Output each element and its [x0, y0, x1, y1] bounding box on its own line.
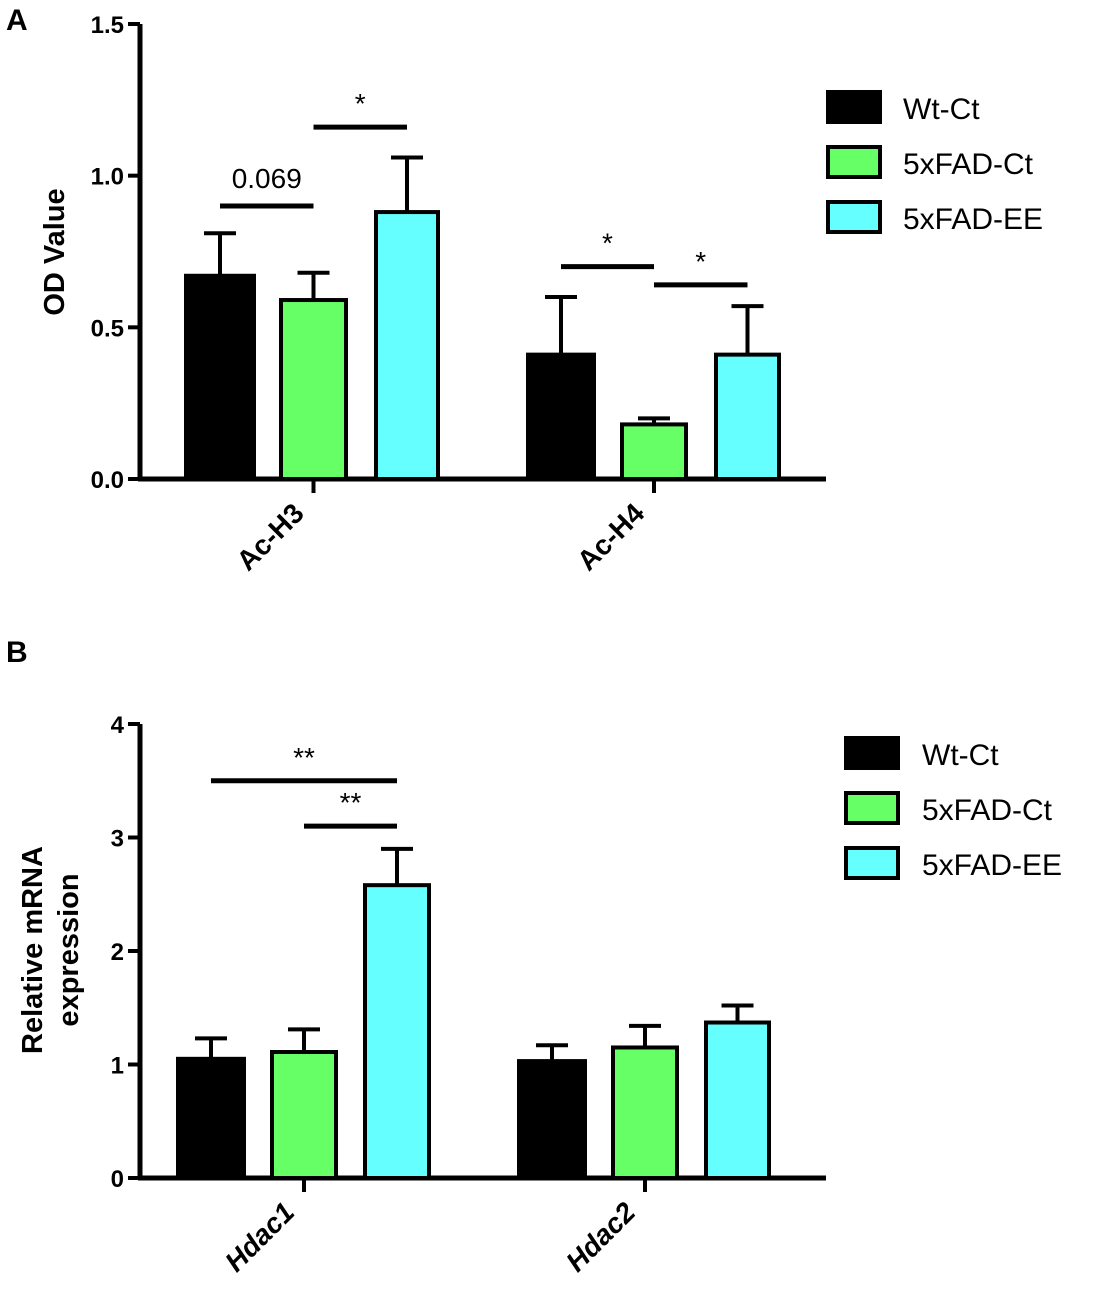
x-category-label: Ac-H4 [571, 497, 650, 576]
legend: Wt-Ct 5xFAD-Ct 5xFAD-EE [826, 90, 1043, 236]
significance-label: ** [293, 742, 315, 773]
legend-label: 5xFAD-EE [903, 203, 1043, 236]
bar-wt-ct-ac-h3 [184, 273, 256, 481]
bar-5xfad-ct-hdac1 [270, 1050, 338, 1181]
significance-label: 0.069 [232, 163, 302, 194]
legend-swatch-5xfad-ee [844, 846, 900, 880]
bar-5xfad-ee-hdac1 [363, 883, 431, 1180]
panel-a: A OD Value 0.0 0.5 1.0 1.5 Ac-H3 Ac-H4 0.069 * * * W… [6, 4, 1043, 576]
legend-label: Wt-Ct [903, 93, 980, 126]
y-tick-label: 4 [111, 712, 125, 739]
y-tick-label: 2 [111, 939, 124, 966]
y-axis-title: Relative mRNA expression [17, 846, 85, 1054]
panel-b: B Relative mRNA expression 0 1 2 3 4 Hdac1 Hdac2 *… [6, 636, 1062, 1278]
bar-wt-ct-hdac2 [517, 1059, 587, 1180]
legend-label: Wt-Ct [922, 739, 999, 772]
bar-5xfad-ee-ac-h3 [374, 210, 440, 481]
y-tick-label: 1 [111, 1053, 124, 1080]
legend-swatch-wt-ct [826, 90, 882, 124]
legend: Wt-Ct 5xFAD-Ct 5xFAD-EE [844, 736, 1062, 882]
bar-wt-ct-ac-h4 [526, 352, 596, 481]
x-category-label: Hdac2 [560, 1196, 642, 1278]
y-tick-label: 0.5 [91, 315, 124, 342]
legend-swatch-wt-ct [844, 736, 900, 770]
significance-label: * [355, 88, 366, 119]
legend-label: 5xFAD-EE [922, 849, 1062, 882]
y-tick-label: 1.0 [91, 164, 124, 191]
legend-swatch-5xfad-ee [826, 200, 882, 234]
bar-5xfad-ct-ac-h3 [279, 298, 348, 481]
y-axis-title-line: expression [53, 873, 85, 1026]
bar-5xfad-ct-hdac2 [611, 1045, 679, 1180]
y-axis-title-line: Relative mRNA [17, 846, 49, 1054]
bar-5xfad-ct-ac-h4 [620, 422, 688, 481]
y-tick-label: 1.5 [91, 12, 124, 39]
legend-label: 5xFAD-Ct [903, 148, 1034, 181]
bar-5xfad-ee-ac-h4 [714, 352, 781, 481]
significance-label: * [602, 228, 613, 259]
legend-label: 5xFAD-Ct [922, 794, 1053, 827]
significance-label: ** [340, 787, 362, 818]
y-axis-title: OD Value [39, 188, 71, 315]
panel-letter: B [6, 636, 28, 669]
y-tick-label: 0 [111, 1166, 124, 1193]
bar-5xfad-ee-hdac2 [704, 1020, 771, 1180]
bar-wt-ct-hdac1 [176, 1056, 246, 1180]
y-tick-label: 3 [111, 826, 124, 853]
significance-label: * [695, 246, 706, 277]
x-category-label: Hdac1 [219, 1196, 300, 1277]
legend-swatch-5xfad-ct [844, 791, 900, 825]
panel-letter: A [6, 4, 28, 37]
y-tick-label: 0.0 [91, 467, 124, 494]
x-category-label: Ac-H3 [231, 497, 310, 576]
legend-swatch-5xfad-ct [826, 145, 882, 179]
